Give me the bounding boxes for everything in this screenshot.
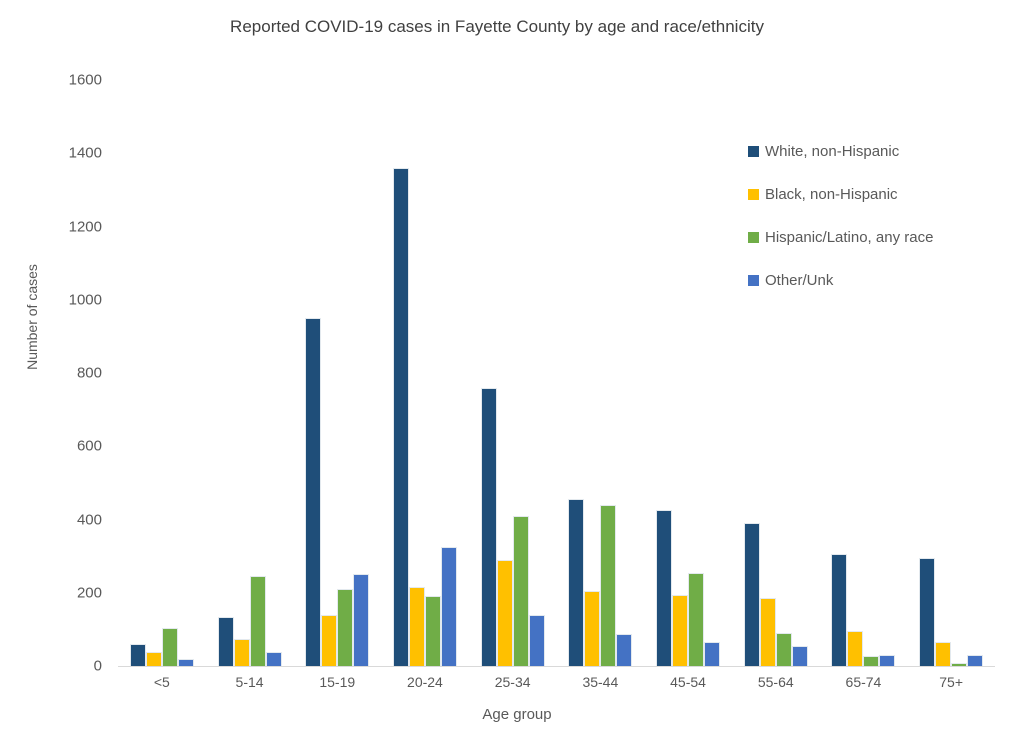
bar xyxy=(496,560,513,666)
legend: White, non-Hispanic Black, non-Hispanic Hi… xyxy=(748,140,933,292)
y-tick-label: 400 xyxy=(76,511,102,528)
category-group xyxy=(469,388,557,666)
bar xyxy=(831,554,848,666)
y-tick-label: 1600 xyxy=(68,71,102,89)
x-tick-label: 45-54 xyxy=(670,674,706,690)
y-tick-label: 1200 xyxy=(68,218,102,235)
x-axis-title: Age group xyxy=(482,706,552,723)
legend-item: White, non-Hispanic xyxy=(748,140,933,163)
bar xyxy=(704,642,721,666)
bar xyxy=(217,617,234,666)
bar xyxy=(337,589,354,666)
bar xyxy=(408,587,425,666)
bar xyxy=(919,558,936,666)
bar xyxy=(775,633,792,666)
category-group xyxy=(381,168,469,666)
x-tick-label: 20-24 xyxy=(407,674,443,690)
legend-swatch-icon xyxy=(748,189,759,200)
bar xyxy=(688,573,705,666)
bar xyxy=(249,576,266,666)
bar xyxy=(967,655,984,666)
bar xyxy=(424,596,441,666)
category-group xyxy=(820,554,908,666)
legend-swatch-icon xyxy=(748,146,759,157)
bar xyxy=(656,510,673,666)
legend-swatch-icon xyxy=(748,232,759,243)
legend-label: Other/Unk xyxy=(765,272,834,289)
bar xyxy=(440,547,457,666)
category-group xyxy=(293,318,381,666)
bar xyxy=(321,615,338,666)
bar xyxy=(600,505,617,666)
legend-label: White, non-Hispanic xyxy=(765,143,900,160)
legend-label: Hispanic/Latino, any race xyxy=(765,229,934,246)
bar xyxy=(129,644,146,666)
legend-swatch-icon xyxy=(748,275,759,286)
legend-item: Black, non-Hispanic xyxy=(748,183,933,206)
category-group xyxy=(907,558,995,666)
y-axis-title: Number of cases xyxy=(24,264,40,370)
bar xyxy=(265,652,282,666)
chart-title: Reported COVID-19 cases in Fayette Count… xyxy=(230,17,764,36)
x-tick-label: 25-34 xyxy=(494,674,531,690)
x-tick-label: 65-74 xyxy=(845,674,882,690)
legend-item: Hispanic/Latino, any race xyxy=(748,226,933,249)
legend-label: Black, non-Hispanic xyxy=(765,186,898,203)
bar xyxy=(616,634,633,666)
bar xyxy=(528,615,545,666)
x-tick-label: 35-44 xyxy=(582,674,619,690)
bar xyxy=(353,574,370,666)
plot-area: 0 200 400 600 800 1000 1200 1400 1600 <5 5-14 15-19… xyxy=(69,72,995,690)
bar xyxy=(951,663,968,666)
legend-item: Other/Unk xyxy=(748,269,933,292)
bar xyxy=(177,659,194,666)
bar xyxy=(847,631,864,666)
bar xyxy=(480,388,497,666)
category-group xyxy=(118,628,206,666)
x-tick-label: 75+ xyxy=(939,674,964,690)
bar xyxy=(305,318,322,666)
category-group xyxy=(557,499,645,666)
bar xyxy=(672,595,689,666)
x-tick-label: <5 xyxy=(153,674,170,690)
x-tick-label: 15-19 xyxy=(319,674,356,690)
bar xyxy=(791,646,808,666)
bar xyxy=(392,168,409,666)
x-tick-label: 5-14 xyxy=(235,674,264,690)
bar xyxy=(145,652,162,666)
bar xyxy=(568,499,585,666)
y-tick-label: 800 xyxy=(76,364,102,382)
bar xyxy=(161,628,178,666)
bar xyxy=(743,523,760,666)
category-group xyxy=(732,523,820,666)
category-group xyxy=(206,576,294,666)
y-tick-label: 1000 xyxy=(68,291,102,309)
y-tick-label: 1400 xyxy=(68,144,102,162)
bar xyxy=(935,642,952,666)
category-group xyxy=(644,510,732,666)
bar xyxy=(759,598,776,666)
bar xyxy=(233,639,250,666)
bar xyxy=(879,655,896,666)
bar xyxy=(863,656,880,666)
bar xyxy=(512,516,529,666)
y-tick-label: 200 xyxy=(76,584,102,602)
y-tick-label: 0 xyxy=(93,657,102,675)
y-tick-label: 600 xyxy=(76,437,102,455)
bar xyxy=(584,591,601,666)
x-tick-label: 55-64 xyxy=(757,674,794,690)
